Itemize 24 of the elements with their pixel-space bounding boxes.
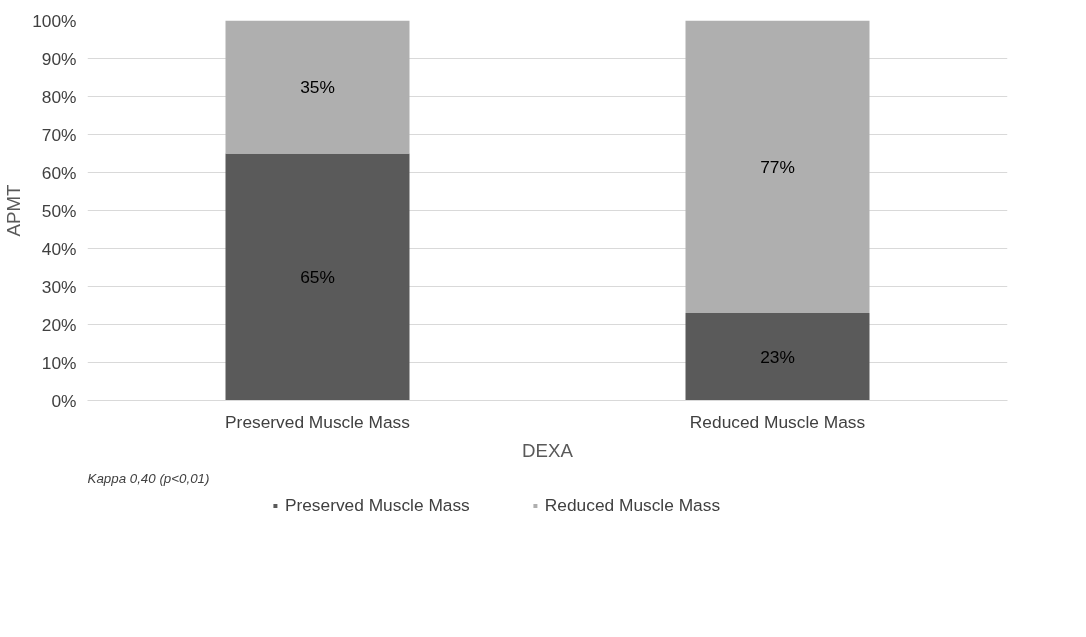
- y-tick-label: 10%: [41, 352, 77, 373]
- legend-label: Preserved Muscle Mass: [284, 494, 470, 516]
- legend-label: Reduced Muscle Mass: [544, 494, 721, 516]
- y-tick-label: 80%: [41, 86, 77, 107]
- text: Kappa 0,40 (p<0,01): [87, 470, 210, 486]
- y-tick-label: 70%: [41, 124, 77, 145]
- y-tick-label: 0%: [51, 390, 77, 411]
- y-tick-label: 40%: [41, 238, 77, 259]
- y-tick-label: 50%: [41, 200, 77, 221]
- y-tick-label: 100%: [32, 10, 77, 31]
- bar: [685, 313, 870, 401]
- bar: [225, 153, 410, 401]
- x-axis-title: DEXA: [522, 439, 574, 461]
- data-label: 65%: [300, 267, 335, 287]
- y-tick-label: 60%: [41, 162, 77, 183]
- y-tick-label: 90%: [41, 48, 77, 69]
- data-label: 35%: [300, 77, 335, 97]
- y-tick-label: 30%: [41, 276, 77, 297]
- bar: [225, 20, 410, 154]
- data-label: 23%: [760, 346, 795, 367]
- y-axis-title: APMT: [3, 184, 25, 237]
- y-tick-label: 20%: [41, 314, 77, 335]
- bar: [685, 20, 870, 314]
- data-label: 77%: [760, 156, 795, 177]
